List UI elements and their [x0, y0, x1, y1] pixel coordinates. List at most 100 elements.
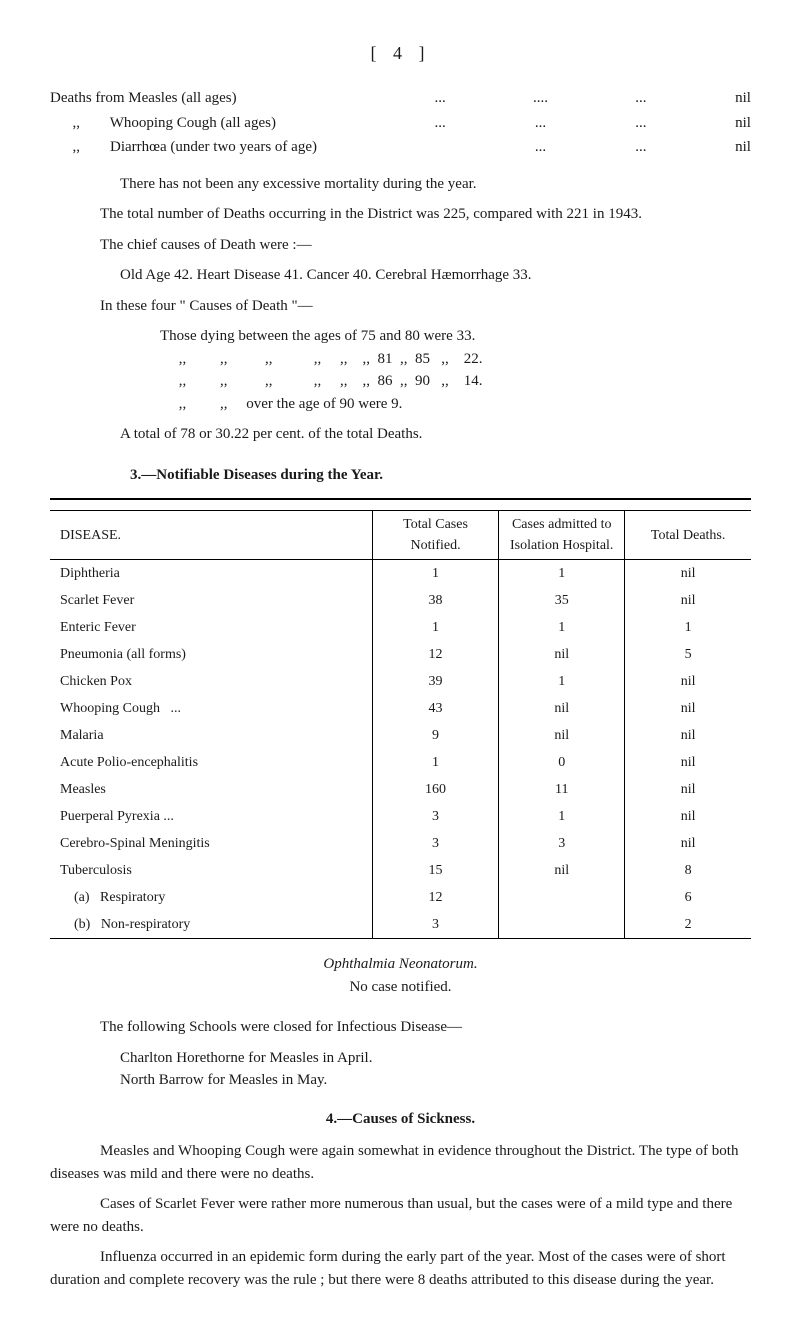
section-3-title: 3.—Notifiable Diseases during the Year.	[130, 464, 751, 487]
disease-name: (b) Non-respiratory	[50, 911, 372, 939]
table-header-row: DISEASE. Total Cases Notified. Cases adm…	[50, 511, 751, 560]
table-top-rule	[50, 498, 751, 500]
col-total-deaths: Total Deaths.	[625, 511, 751, 560]
table-row: Enteric Fever111	[50, 614, 751, 641]
death-label: ,, Diarrhœa (under two years of age)	[50, 136, 390, 159]
total-deaths: nil	[625, 776, 751, 803]
total-deaths: 1	[625, 614, 751, 641]
disease-name: Malaria	[50, 722, 372, 749]
dying-row: ,, ,, ,, ,, ,, ,, 86 ,, 90 ,, 14.	[160, 370, 751, 393]
section-4-title: 4.—Causes of Sickness.	[50, 1108, 751, 1131]
dots: ...	[490, 112, 590, 135]
death-value: nil	[691, 136, 751, 159]
dying-row: Those dying between the ages of 75 and 8…	[160, 325, 751, 348]
no-excessive-mortality: There has not been any excessive mortali…	[50, 173, 751, 196]
total-deaths: nil	[625, 668, 751, 695]
total-cases: 3	[372, 911, 498, 939]
disease-name: Pneumonia (all forms)	[50, 641, 372, 668]
dots: ...	[490, 136, 590, 159]
table-row: (b) Non-respiratory3 2	[50, 911, 751, 939]
deaths-from-list: Deaths from Measles (all ages) ... .... …	[50, 87, 751, 159]
cases-admitted: nil	[499, 722, 625, 749]
cases-admitted: 1	[499, 803, 625, 830]
cases-admitted: 1	[499, 560, 625, 588]
death-value: nil	[691, 112, 751, 135]
table-row: Malaria9nilnil	[50, 722, 751, 749]
section-4-p2: Cases of Scarlet Fever were rather more …	[50, 1193, 751, 1238]
table-row: Chicken Pox391nil	[50, 668, 751, 695]
table-row: Cerebro-Spinal Meningitis33nil	[50, 830, 751, 857]
table-row: Diphtheria11nil	[50, 560, 751, 588]
disease-table: DISEASE. Total Cases Notified. Cases adm…	[50, 510, 751, 939]
dots: ...	[591, 136, 691, 159]
col-cases-admitted: Cases admitted to Isolation Hospital.	[499, 511, 625, 560]
table-row: Tuberculosis15nil8	[50, 857, 751, 884]
cases-admitted: nil	[499, 695, 625, 722]
page-number: [ 4 ]	[50, 40, 751, 67]
age-breakdown: Those dying between the ages of 75 and 8…	[160, 325, 751, 415]
disease-name: Diphtheria	[50, 560, 372, 588]
cases-admitted: 0	[499, 749, 625, 776]
cases-admitted: 11	[499, 776, 625, 803]
death-label: Deaths from Measles (all ages)	[50, 87, 390, 110]
no-case-notified: No case notified.	[50, 976, 751, 999]
section-4-p3: Influenza occurred in an epidemic form d…	[50, 1246, 751, 1291]
chief-causes-intro: The chief causes of Death were :—	[50, 234, 751, 257]
total-deaths: nil	[625, 722, 751, 749]
table-row: Measles16011nil	[50, 776, 751, 803]
dots	[390, 136, 490, 159]
dots: ...	[390, 87, 490, 110]
total-cases: 39	[372, 668, 498, 695]
table-row: Scarlet Fever3835nil	[50, 587, 751, 614]
section-4-p1: Measles and Whooping Cough were again so…	[50, 1140, 751, 1185]
death-label: ,, Whooping Cough (all ages)	[50, 112, 390, 135]
cases-admitted: 35	[499, 587, 625, 614]
dying-row: ,, ,, ,, ,, ,, ,, 81 ,, 85 ,, 22.	[160, 348, 751, 371]
total-deaths: 2	[625, 911, 751, 939]
total-cases: 43	[372, 695, 498, 722]
total-deaths: nil	[625, 803, 751, 830]
total-percent: A total of 78 or 30.22 per cent. of the …	[50, 423, 751, 446]
total-cases: 160	[372, 776, 498, 803]
disease-table-body: Diphtheria11nilScarlet Fever3835nilEnter…	[50, 560, 751, 939]
total-cases: 9	[372, 722, 498, 749]
cases-admitted: 1	[499, 614, 625, 641]
disease-name: Scarlet Fever	[50, 587, 372, 614]
ophthalmia-heading: Ophthalmia Neonatorum.	[50, 953, 751, 976]
col-disease: DISEASE.	[50, 511, 372, 560]
disease-name: Cerebro-Spinal Meningitis	[50, 830, 372, 857]
total-deaths-paragraph: The total number of Deaths occurring in …	[50, 203, 751, 226]
table-row: Pneumonia (all forms)12nil5	[50, 641, 751, 668]
chief-causes-line: Old Age 42. Heart Disease 41. Cancer 40.…	[50, 264, 751, 287]
cases-admitted	[499, 884, 625, 911]
cases-admitted	[499, 911, 625, 939]
total-cases: 12	[372, 641, 498, 668]
disease-name: Chicken Pox	[50, 668, 372, 695]
total-deaths: nil	[625, 587, 751, 614]
total-cases: 15	[372, 857, 498, 884]
cases-admitted: 3	[499, 830, 625, 857]
table-row: (a) Respiratory126	[50, 884, 751, 911]
death-row: ,, Diarrhœa (under two years of age) ...…	[50, 136, 751, 159]
disease-name: Puerperal Pyrexia ...	[50, 803, 372, 830]
total-deaths: nil	[625, 749, 751, 776]
disease-name: Acute Polio-encephalitis	[50, 749, 372, 776]
total-deaths: nil	[625, 695, 751, 722]
total-deaths: nil	[625, 560, 751, 588]
school-line: Charlton Horethorne for Measles in April…	[50, 1047, 751, 1070]
dots: ...	[591, 112, 691, 135]
dots: ...	[390, 112, 490, 135]
four-causes-intro: In these four " Causes of Death "—	[50, 295, 751, 318]
table-row: Puerperal Pyrexia ...31nil	[50, 803, 751, 830]
death-row: Deaths from Measles (all ages) ... .... …	[50, 87, 751, 110]
disease-name: Whooping Cough ...	[50, 695, 372, 722]
total-cases: 1	[372, 614, 498, 641]
cases-admitted: nil	[499, 641, 625, 668]
dying-row: ,, ,, over the age of 90 were 9.	[160, 393, 751, 416]
disease-name: Tuberculosis	[50, 857, 372, 884]
total-cases: 3	[372, 803, 498, 830]
disease-name: Measles	[50, 776, 372, 803]
total-cases: 12	[372, 884, 498, 911]
col-total-cases: Total Cases Notified.	[372, 511, 498, 560]
total-deaths: 6	[625, 884, 751, 911]
